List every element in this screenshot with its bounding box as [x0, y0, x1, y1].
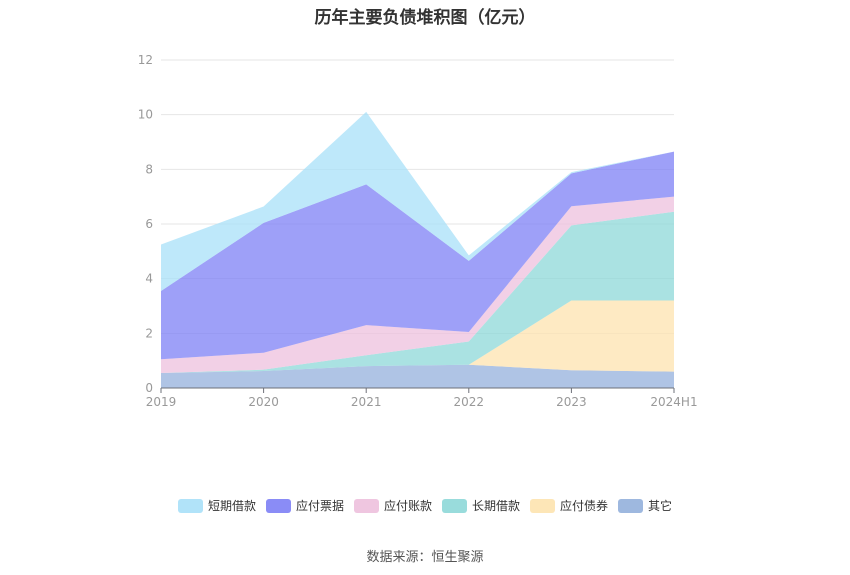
- x-tick-label: 2020: [248, 395, 279, 409]
- data-source: 数据来源：恒生聚源: [366, 550, 484, 565]
- legend-swatch: [266, 499, 291, 513]
- legend-label: 应付债券: [560, 498, 608, 513]
- area-series-4: [161, 151, 674, 360]
- stacked-area-chart: 0 2 4 6 8 10 12 2019 2020 2021 2022 2023 2024H1 短期借款 应…: [138, 53, 698, 513]
- legend-swatch: [530, 499, 555, 513]
- x-tick-label: 2024H1: [650, 395, 697, 409]
- area-series-1: [161, 300, 674, 373]
- legend-swatch: [618, 499, 643, 513]
- x-tick-label: 2022: [454, 395, 485, 409]
- legend-swatch: [442, 499, 467, 513]
- y-tick-label: 0: [145, 381, 153, 395]
- y-tick-label: 10: [138, 108, 153, 122]
- y-tick-label: 4: [145, 272, 153, 286]
- y-tick-label: 2: [145, 326, 153, 340]
- y-tick-label: 6: [145, 217, 153, 231]
- legend-label: 其它: [648, 498, 672, 513]
- legend-swatch: [178, 499, 203, 513]
- area-series-2: [161, 211, 674, 373]
- x-tick-label: 2023: [556, 395, 587, 409]
- legend-label: 应付票据: [296, 498, 344, 513]
- x-tick-label: 2021: [351, 395, 382, 409]
- legend-label: 短期借款: [208, 499, 256, 513]
- legend-label: 应付账款: [384, 498, 432, 513]
- legend-label: 长期借款: [472, 499, 520, 513]
- legend-swatch: [354, 499, 379, 513]
- area-series-3: [161, 196, 674, 373]
- chart-title: 历年主要负债堆积图（亿元）: [314, 8, 536, 28]
- y-tick-label: 12: [138, 53, 153, 67]
- y-tick-label: 8: [145, 162, 153, 176]
- area-series-0: [161, 364, 674, 388]
- x-tick-label: 2019: [146, 395, 177, 409]
- area-series-5: [161, 111, 674, 291]
